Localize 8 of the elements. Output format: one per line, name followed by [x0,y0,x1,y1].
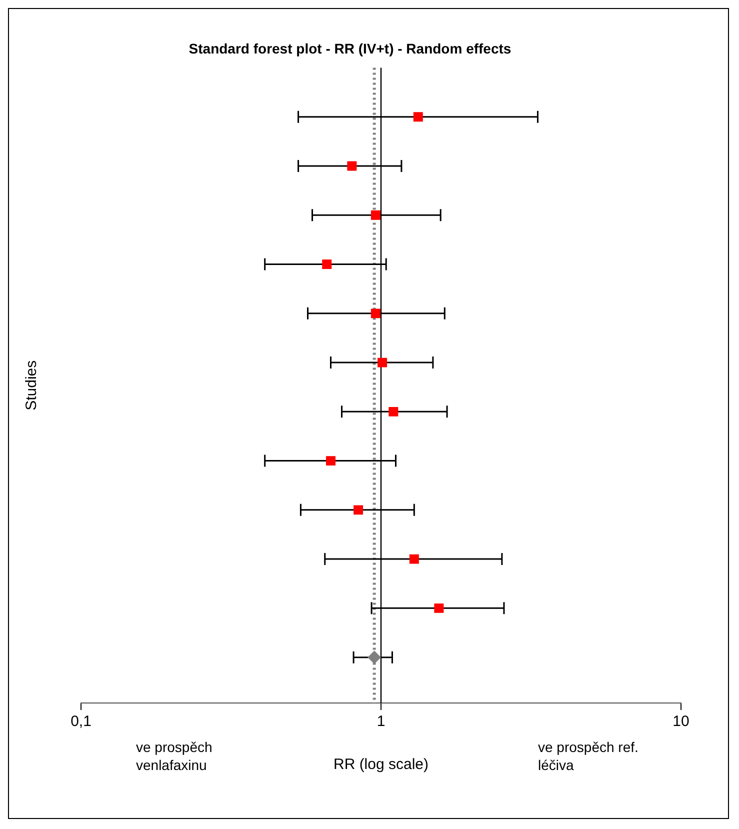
y-axis-title: Studies [23,360,40,410]
text: ve prospěch venlafaxinu [136,738,212,773]
text: ve prospěch ref. léčiva [538,738,638,773]
x-tick-label: 10 [672,713,690,730]
x-tick-label: 1 [376,713,386,730]
x-axis-title: RR (log scale) [333,756,429,774]
chart-title: Standard forest plot - RR (IV+t) - Random effects [188,40,512,56]
x-tick-label: 0,1 [70,713,92,730]
